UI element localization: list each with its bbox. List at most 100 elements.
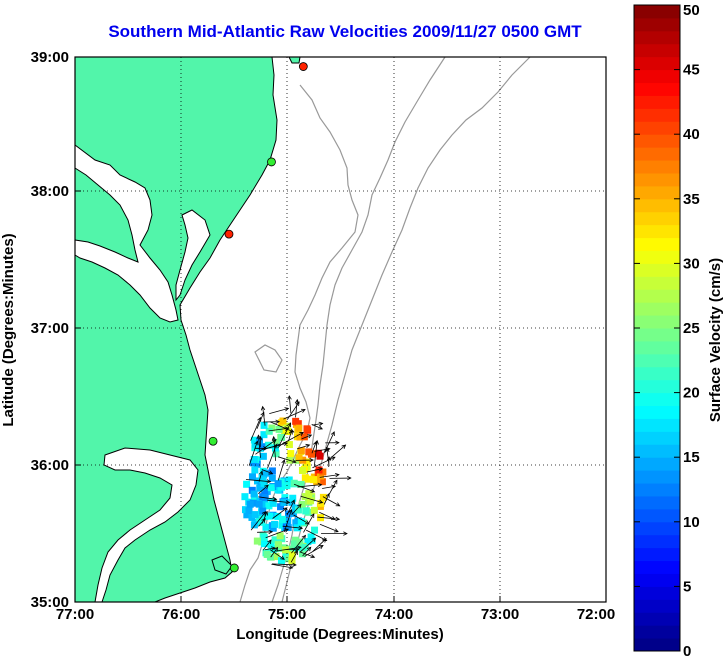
station-marker [267,157,276,167]
velocity-cell [318,478,326,486]
velocity-arrow-head [314,439,319,445]
velocity-arrow [258,471,263,482]
velocity-arrow [326,448,330,467]
velocity-cell [250,521,258,529]
colorbar-band [634,508,680,523]
velocity-arrow [319,523,339,533]
x-tick-label: 75:00 [268,606,306,623]
axis-ticks [74,56,607,603]
velocity-cell [265,427,273,435]
velocity-cell [285,441,293,449]
colorbar-band [634,483,680,497]
velocity-arrow-head [280,555,285,560]
colorbar-band [634,147,680,161]
colorbar-band [634,289,680,303]
velocity-arrow-head [284,426,290,431]
velocity-cell [310,506,318,514]
velocity-arrow-head [305,520,310,525]
velocity-arrow-head [297,503,302,509]
velocity-cell [298,466,306,474]
velocity-arrow [306,529,327,541]
velocity-cell [281,427,289,435]
colorbar-tick-label: 35 [683,191,700,208]
velocity-field [241,395,352,570]
velocity-cell [280,498,288,506]
x-tick-label: 76:00 [162,606,200,623]
colorbar-tick-label: 25 [683,320,700,337]
contour-loop [254,344,283,373]
velocity-arrow-head [310,488,316,493]
colorbar-band [634,418,680,432]
velocity-arrow [264,547,276,551]
velocity-arrow-head [261,511,267,516]
velocity-arrow [255,439,277,455]
velocity-arrow [277,456,296,463]
velocity-cell [256,437,264,445]
colorbar-band [634,599,680,613]
velocity-arrow-head [281,459,286,464]
colorbar-band [634,328,680,342]
velocity-arrow-head [300,408,306,413]
velocity-arrow [328,480,338,496]
velocity-cell [254,477,262,485]
velocity-cell [241,493,249,501]
velocity-arrow [277,459,285,481]
velocity-cell [316,472,324,480]
velocity-arrow [250,417,261,441]
velocity-arrow [256,412,265,429]
velocity-cell [268,467,276,475]
velocity-arrow-head [330,431,335,436]
velocity-arrow [290,550,298,563]
velocity-cell [317,499,325,507]
velocity-arrow [312,538,327,552]
velocity-arrow-head [287,422,292,428]
velocity-cell [266,512,274,520]
velocity-cell [253,460,261,468]
velocity-cell [278,433,286,441]
velocity-cell [276,532,284,540]
velocity-arrow-head [259,470,264,476]
land-layer [74,56,301,603]
velocity-cell [251,494,259,502]
velocity-arrow [291,504,302,516]
velocity-arrow [245,479,271,483]
velocity-arrow [257,531,273,533]
colorbar-tick-label: 20 [683,385,700,402]
velocity-arrow-head [301,534,306,540]
velocity-cell [305,490,313,498]
colorbar-band [634,17,680,32]
velocity-arrow-head [318,467,324,472]
velocity-arrow [261,511,268,524]
outer-banks [211,555,233,575]
velocity-arrow-head [272,439,277,444]
colorbar-band [634,379,680,394]
velocity-cell [248,473,256,481]
velocity-arrow [248,441,258,466]
velocity-arrow [286,499,295,516]
y-tick-labels: 39:00 38:00 37:00 36:00 35:00 [31,49,69,611]
velocity-arrow [261,469,273,475]
velocity-cell [265,502,273,510]
velocity-cell [274,541,282,549]
velocity-cell [271,520,279,528]
velocity-arrow-head [268,470,274,475]
velocity-cell [287,450,295,458]
velocity-arrow [269,549,285,560]
velocity-cell [310,476,318,484]
velocity-arrow [257,435,261,458]
velocity-cell [278,521,286,529]
velocity-cell [295,424,303,432]
velocity-cell [255,500,263,508]
x-tick-label: 74:00 [375,606,413,623]
velocity-arrow-head [306,546,312,552]
velocity-arrow-head [343,531,348,536]
velocity-cell [259,507,267,515]
velocity-cell [278,483,286,491]
velocity-arrow-head [331,516,336,521]
x-tick-label: 77:00 [56,606,94,623]
colorbar-tick-label: 30 [683,255,700,272]
velocity-cell [319,493,327,501]
velocity-arrow-head [296,545,302,550]
colorbar-band [634,586,680,600]
velocity-arrow-head [261,518,266,523]
